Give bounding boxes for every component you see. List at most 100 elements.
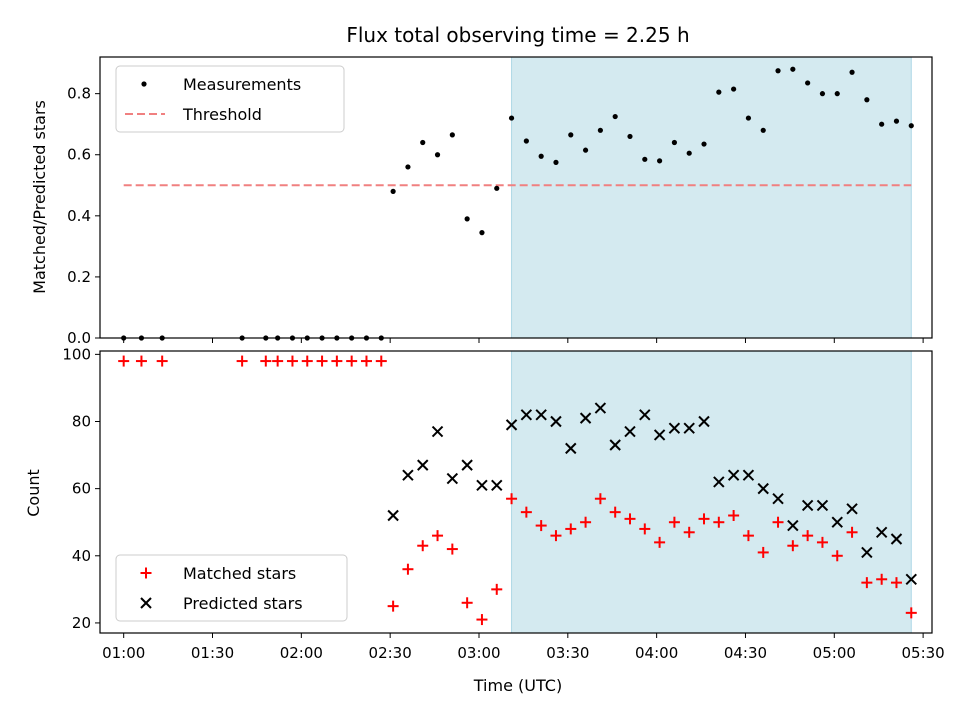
predicted-star-point-b: [461, 459, 473, 471]
predicted-star-point: [520, 409, 533, 421]
matched-star-point: [639, 523, 651, 535]
predicted-star-point-b: [713, 476, 725, 488]
predicted-star-point: [639, 409, 651, 421]
matched-star-point: [402, 563, 414, 575]
matched-star-point: [331, 355, 343, 367]
bottom-x-tick-label: 04:30: [724, 644, 767, 662]
predicted-star-point-b: [727, 469, 740, 481]
measurement-point: [686, 150, 692, 156]
measurement-point: [775, 68, 781, 74]
matched-star-point: [713, 516, 725, 528]
matched-star-point: [728, 510, 740, 521]
matched-star-point: [346, 355, 358, 367]
predicted-star-point-b: [520, 409, 533, 421]
bottom-x-tick-label: 05:30: [902, 644, 945, 662]
predicted-star-point-b: [890, 533, 903, 545]
predicted-star-point-b: [698, 415, 710, 428]
predicted-star-point-b: [535, 409, 547, 421]
predicted-star-point: [609, 439, 621, 451]
matched-star-point: [742, 530, 754, 542]
measurement-point: [642, 156, 648, 162]
measurement-point: [523, 138, 529, 144]
measurement-point: [731, 86, 737, 92]
predicted-star-point: [387, 509, 399, 522]
matched-star-point: [594, 493, 606, 505]
matched-star-point: [757, 546, 769, 558]
predicted-star-point-b: [140, 597, 152, 609]
predicted-star-point: [742, 469, 755, 481]
predicted-star-point: [831, 516, 843, 528]
measurement-point: [405, 164, 411, 170]
measurement-point: [612, 113, 618, 120]
matched-star-point: [260, 355, 272, 367]
matched-star-point: [506, 493, 518, 505]
predicted-star-point: [565, 442, 577, 455]
predicted-star-point-b: [565, 442, 577, 455]
measurement-point: [893, 118, 900, 124]
predicted-star-point-b: [861, 546, 873, 559]
predicted-star-point: [431, 425, 444, 438]
bottom-x-tick-label: 02:30: [369, 644, 412, 662]
predicted-star-point: [402, 469, 414, 481]
predicted-star-point: [905, 573, 917, 585]
matched-star-point: [461, 597, 473, 609]
measurement-point: [760, 127, 766, 133]
matched-star-point: [140, 567, 152, 579]
measurement-point: [464, 216, 470, 222]
bottom-y-tick-label: 20: [72, 614, 91, 632]
matched-star-point: [624, 513, 636, 525]
predicted-star-point: [787, 519, 799, 532]
predicted-star-point: [550, 415, 562, 428]
bottom-y-tick-label: 100: [62, 345, 91, 363]
predicted-star-point-b: [431, 425, 444, 438]
measurement-point: [745, 115, 752, 121]
bottom-x-tick-label: 05:00: [813, 644, 856, 662]
bottom-x-tick-label: 03:30: [546, 644, 589, 662]
measurement-point: [864, 97, 870, 103]
matched-star-point: [491, 583, 503, 595]
measurement-point: [805, 80, 811, 86]
predicted-star-point: [594, 402, 607, 414]
predicted-star-point: [461, 459, 473, 471]
predicted-star-point-b: [683, 422, 695, 434]
predicted-star-point: [535, 409, 547, 421]
matched-star-point: [802, 530, 814, 542]
predicted-star-point: [713, 476, 725, 488]
predicted-star-point: [417, 459, 429, 471]
bottom-highlight-span: [511, 350, 912, 634]
top-y-tick-label: 0.4: [67, 207, 91, 225]
matched-star-point: [876, 573, 888, 585]
predicted-star-point: [772, 493, 784, 505]
bottom-legend: Matched stars Predicted stars: [115, 554, 348, 622]
predicted-star-point: [801, 499, 814, 512]
predicted-star-point: [727, 469, 740, 481]
chart-title: Flux total observing time = 2.25 h: [346, 23, 689, 47]
bottom-x-tick-label: 03:00: [457, 644, 500, 662]
matched-star-point: [446, 543, 458, 555]
top-plot-frame: [99, 56, 933, 339]
predicted-star-point: [624, 425, 636, 438]
predicted-star-point-b: [772, 493, 784, 505]
predicted-star-point: [668, 422, 681, 434]
measurement-point: [849, 69, 855, 75]
predicted-star-point-b: [417, 459, 429, 471]
top-y-tick-label: 0.8: [67, 85, 91, 103]
predicted-star-point-b: [446, 472, 459, 485]
predicted-star-point: [140, 597, 152, 609]
predicted-star-point-b: [639, 409, 651, 421]
bottom-y-tick-label: 40: [72, 547, 91, 565]
measurement-point: [671, 139, 678, 146]
bottom-x-tick-label: 01:00: [102, 644, 145, 662]
predicted-star-point-b: [757, 482, 769, 495]
predicted-star-point-b: [875, 526, 888, 538]
measurement-point: [819, 91, 826, 97]
predicted-star-point-b: [505, 419, 518, 431]
top-y-axis-label: Matched/Predicted stars: [30, 100, 49, 294]
predicted-star-point: [861, 546, 873, 559]
bottom-legend-box: [115, 554, 348, 622]
matched-star-point: [861, 577, 873, 589]
measurement-point: [790, 66, 796, 72]
matched-star-point: [565, 523, 577, 535]
measurement-point: [553, 159, 559, 165]
legend-predicted-label: Predicted stars: [183, 594, 303, 613]
